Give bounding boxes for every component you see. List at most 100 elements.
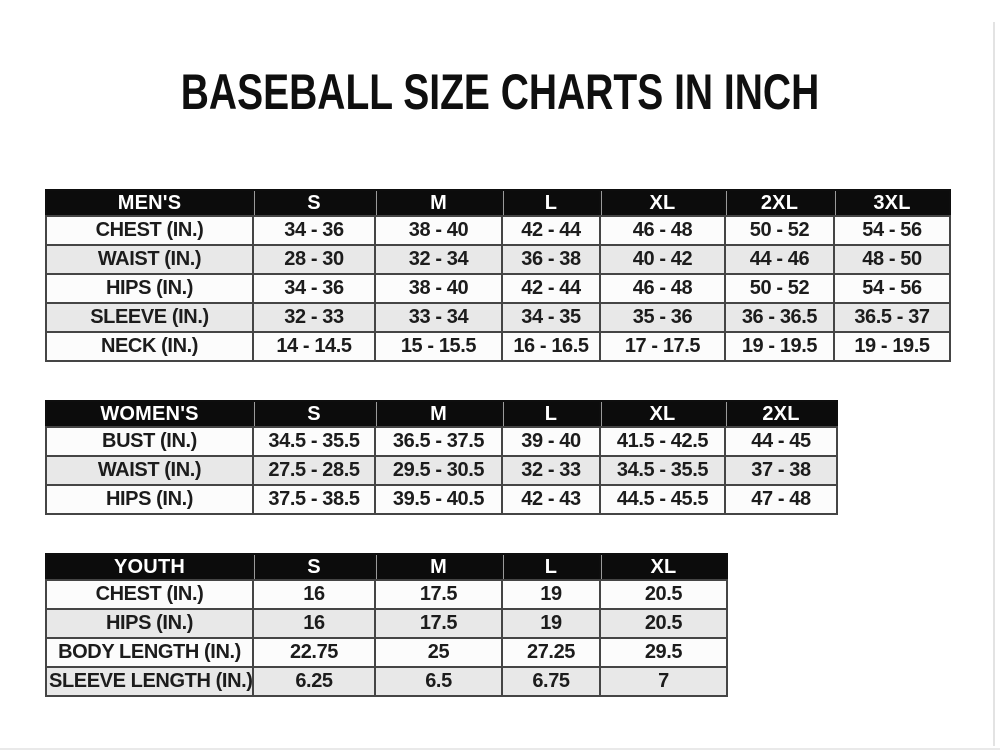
table-title-cell: MEN'S	[45, 189, 254, 217]
value-cell: 32 - 33	[252, 302, 376, 333]
value-cell: 32 - 34	[374, 244, 503, 275]
value-cell: 54 - 56	[833, 273, 951, 304]
size-header-cell: M	[374, 189, 503, 217]
value-cell: 29.5 - 30.5	[374, 455, 503, 486]
row-label-cell: WAIST (IN.)	[45, 455, 254, 486]
table-row: BODY LENGTH (IN.) 22.75 25 27.25 29.5	[45, 637, 728, 668]
value-cell: 29.5	[599, 637, 728, 668]
size-header-cell: XL	[599, 189, 726, 217]
size-header-cell: 2XL	[724, 189, 835, 217]
row-label-cell: NECK (IN.)	[45, 331, 254, 362]
value-cell: 25	[374, 637, 503, 668]
row-label-cell: BODY LENGTH (IN.)	[45, 637, 254, 668]
value-cell: 15 - 15.5	[374, 331, 503, 362]
value-cell: 19 - 19.5	[833, 331, 951, 362]
value-cell: 17.5	[374, 608, 503, 639]
size-header-cell: 2XL	[724, 400, 838, 428]
size-header-cell: XL	[599, 400, 726, 428]
value-cell: 28 - 30	[252, 244, 376, 275]
scan-edge-artifact-vertical	[993, 22, 995, 746]
value-cell: 38 - 40	[374, 273, 503, 304]
value-cell: 37.5 - 38.5	[252, 484, 376, 515]
size-header-cell: L	[501, 553, 601, 581]
value-cell: 16 - 16.5	[501, 331, 601, 362]
table-row: CHEST (IN.) 34 - 36 38 - 40 42 - 44 46 - 48 5…	[45, 215, 951, 246]
value-cell: 46 - 48	[599, 215, 726, 246]
value-cell: 44 - 45	[724, 426, 838, 457]
value-cell: 19 - 19.5	[724, 331, 835, 362]
table-header-row: YOUTH S M L XL	[45, 553, 728, 581]
value-cell: 7	[599, 666, 728, 697]
value-cell: 42 - 43	[501, 484, 601, 515]
value-cell: 22.75	[252, 637, 376, 668]
value-cell: 34 - 36	[252, 215, 376, 246]
value-cell: 44 - 46	[724, 244, 835, 275]
value-cell: 41.5 - 42.5	[599, 426, 726, 457]
page-title: BASEBALL SIZE CHARTS IN INCH	[180, 64, 820, 120]
value-cell: 36 - 38	[501, 244, 601, 275]
size-header-cell: S	[252, 400, 376, 428]
value-cell: 32 - 33	[501, 455, 601, 486]
table-header-row: WOMEN'S S M L XL 2XL	[45, 400, 838, 428]
table-row: SLEEVE (IN.) 32 - 33 33 - 34 34 - 35 35 - 36…	[45, 302, 951, 333]
value-cell: 27.25	[501, 637, 601, 668]
table-row: HIPS (IN.) 37.5 - 38.5 39.5 - 40.5 42 - 43 4…	[45, 484, 838, 515]
value-cell: 42 - 44	[501, 273, 601, 304]
table-title-cell: YOUTH	[45, 553, 254, 581]
value-cell: 34 - 35	[501, 302, 601, 333]
row-label-cell: HIPS (IN.)	[45, 484, 254, 515]
value-cell: 42 - 44	[501, 215, 601, 246]
value-cell: 16	[252, 579, 376, 610]
value-cell: 6.75	[501, 666, 601, 697]
mens-size-table: MEN'S S M L XL 2XL 3XL CHEST (IN.) 34 - 36 38 - 4…	[45, 189, 951, 362]
row-label-cell: BUST (IN.)	[45, 426, 254, 457]
value-cell: 35 - 36	[599, 302, 726, 333]
value-cell: 20.5	[599, 608, 728, 639]
value-cell: 36 - 36.5	[724, 302, 835, 333]
value-cell: 39 - 40	[501, 426, 601, 457]
value-cell: 34.5 - 35.5	[252, 426, 376, 457]
value-cell: 37 - 38	[724, 455, 838, 486]
value-cell: 40 - 42	[599, 244, 726, 275]
table-row: BUST (IN.) 34.5 - 35.5 36.5 - 37.5 39 - 40 4…	[45, 426, 838, 457]
table-row: WAIST (IN.) 27.5 - 28.5 29.5 - 30.5 32 - 33…	[45, 455, 838, 486]
size-header-cell: XL	[599, 553, 728, 581]
table-row: WAIST (IN.) 28 - 30 32 - 34 36 - 38 40 - 42 4…	[45, 244, 951, 275]
value-cell: 34 - 36	[252, 273, 376, 304]
value-cell: 16	[252, 608, 376, 639]
size-header-cell: M	[374, 400, 503, 428]
value-cell: 44.5 - 45.5	[599, 484, 726, 515]
size-header-cell: M	[374, 553, 503, 581]
table-row: HIPS (IN.) 16 17.5 19 20.5	[45, 608, 728, 639]
size-header-cell: S	[252, 553, 376, 581]
row-label-cell: WAIST (IN.)	[45, 244, 254, 275]
value-cell: 19	[501, 579, 601, 610]
size-header-cell: 3XL	[833, 189, 951, 217]
value-cell: 33 - 34	[374, 302, 503, 333]
value-cell: 46 - 48	[599, 273, 726, 304]
table-row: CHEST (IN.) 16 17.5 19 20.5	[45, 579, 728, 610]
value-cell: 34.5 - 35.5	[599, 455, 726, 486]
value-cell: 17 - 17.5	[599, 331, 726, 362]
value-cell: 17.5	[374, 579, 503, 610]
table-row: HIPS (IN.) 34 - 36 38 - 40 42 - 44 46 - 48 50…	[45, 273, 951, 304]
value-cell: 6.25	[252, 666, 376, 697]
value-cell: 27.5 - 28.5	[252, 455, 376, 486]
value-cell: 50 - 52	[724, 273, 835, 304]
size-header-cell: L	[501, 189, 601, 217]
womens-size-table: WOMEN'S S M L XL 2XL BUST (IN.) 34.5 - 35.5 36.5…	[45, 400, 838, 515]
row-label-cell: CHEST (IN.)	[45, 215, 254, 246]
table-row: SLEEVE LENGTH (IN.) 6.25 6.5 6.75 7	[45, 666, 728, 697]
value-cell: 6.5	[374, 666, 503, 697]
value-cell: 47 - 48	[724, 484, 838, 515]
value-cell: 50 - 52	[724, 215, 835, 246]
value-cell: 48 - 50	[833, 244, 951, 275]
row-label-cell: SLEEVE LENGTH (IN.)	[45, 666, 254, 697]
value-cell: 39.5 - 40.5	[374, 484, 503, 515]
value-cell: 36.5 - 37.5	[374, 426, 503, 457]
row-label-cell: HIPS (IN.)	[45, 273, 254, 304]
table-header-row: MEN'S S M L XL 2XL 3XL	[45, 189, 951, 217]
row-label-cell: CHEST (IN.)	[45, 579, 254, 610]
value-cell: 19	[501, 608, 601, 639]
